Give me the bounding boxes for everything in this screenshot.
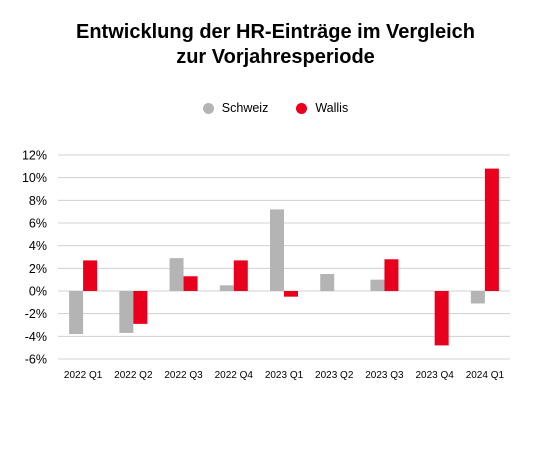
chart-title-line-2: zur Vorjahresperiode [176, 46, 375, 68]
chart-title-line-1: Entwicklung der HR-Einträge im Vergleich [76, 21, 475, 43]
y-axis-ticks: -6% -4% -2% 0% 2% 4% 6% 8% 10% 12% [22, 149, 47, 367]
bar-wallis-2022-q2 [133, 291, 148, 324]
x-tick-label: 2023 Q3 [365, 370, 404, 381]
bar-schweiz-2023-q1 [270, 209, 284, 291]
bar-schweiz-2023-q3 [370, 279, 385, 291]
bars [69, 168, 499, 346]
legend-marker-schweiz [202, 102, 214, 114]
legend-marker-wallis [296, 102, 308, 114]
legend-item-schweiz: Schweiz [202, 101, 269, 115]
x-tick-label: 2023 Q1 [265, 370, 304, 381]
y-tick-label: -4% [25, 330, 47, 344]
bar-schweiz-2022-q4 [219, 285, 234, 291]
chart-title: Entwicklung der HR-Einträge im Vergleich… [0, 20, 551, 70]
x-tick-label: 2022 Q1 [64, 370, 103, 381]
x-axis-ticks: 2022 Q1 2022 Q2 2022 Q3 2022 Q4 2023 Q1 2023 … [64, 370, 505, 381]
y-tick-label: 12% [22, 149, 47, 163]
x-tick-label: 2022 Q3 [164, 370, 203, 381]
y-tick-label: 4% [29, 239, 47, 253]
x-tick-label: 2023 Q4 [415, 370, 454, 381]
bar-wallis-2024-q1 [484, 168, 499, 291]
y-tick-label: 2% [29, 262, 47, 276]
x-tick-label: 2023 Q2 [315, 370, 354, 381]
bar-wallis-2022-q1 [83, 260, 98, 291]
y-tick-label: -2% [25, 307, 47, 321]
legend-item-wallis: Wallis [296, 101, 348, 115]
chart-legend: Schweiz Wallis [0, 101, 551, 115]
y-tick-label: 10% [22, 171, 47, 185]
x-tick-label: 2024 Q1 [466, 370, 505, 381]
y-tick-label: -6% [25, 353, 47, 367]
y-tick-label: 0% [29, 285, 47, 299]
bar-wallis-2023-q3 [384, 259, 399, 291]
legend-label-schweiz: Schweiz [221, 101, 269, 115]
bar-wallis-2022-q4 [233, 260, 248, 291]
legend-label-wallis: Wallis [315, 101, 349, 115]
x-tick-label: 2022 Q4 [215, 370, 254, 381]
x-tick-label: 2022 Q2 [114, 370, 153, 381]
bar-wallis-2023-q1 [284, 291, 298, 297]
y-tick-label: 6% [29, 217, 47, 231]
y-tick-label: 8% [29, 194, 47, 208]
bar-schweiz-2022-q2 [119, 291, 134, 333]
bar-wallis-2023-q4 [434, 291, 449, 346]
bar-schweiz-2024-q1 [470, 291, 485, 304]
bar-schweiz-2022-q1 [69, 291, 84, 335]
bar-wallis-2022-q3 [183, 276, 198, 291]
bar-schweiz-2023-q2 [320, 274, 335, 291]
bar-schweiz-2022-q3 [169, 258, 184, 291]
